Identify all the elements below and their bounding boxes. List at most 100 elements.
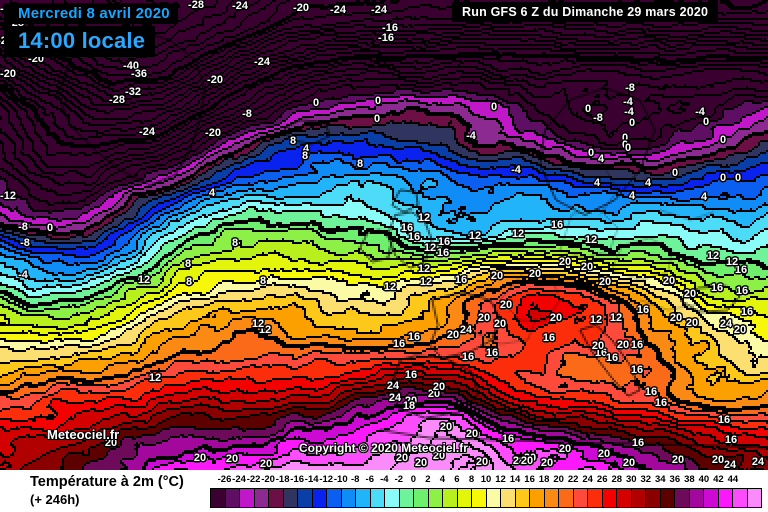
isotherm-label: 4 [628, 190, 636, 202]
legend-tick: 16 [524, 474, 535, 485]
legend-tick: 28 [611, 474, 623, 485]
isotherm-label: 16 [654, 397, 668, 409]
isotherm-label: 20 [669, 312, 683, 324]
isotherm-label: 12 [511, 228, 525, 240]
isotherm-label: -40 [123, 60, 139, 72]
isotherm-label: 0 [312, 97, 320, 109]
isotherm-label: 16 [436, 247, 450, 259]
isotherm-label: 24 [388, 392, 402, 404]
color-swatch [443, 489, 458, 507]
isotherm-label: 16 [735, 285, 749, 297]
isotherm-label: 24 [723, 459, 737, 470]
isotherm-label: 20 [414, 457, 428, 469]
isotherm-label: 0 [734, 172, 742, 184]
isotherm-label: 20 [683, 288, 697, 300]
color-swatch [356, 489, 371, 507]
isotherm-label: 12 [706, 250, 720, 262]
isotherm-label: 12 [468, 230, 482, 242]
color-swatch [588, 489, 603, 507]
legend-tick: -16 [290, 474, 305, 485]
isotherm-label: 0 [628, 117, 636, 129]
isotherm-label: 12 [609, 312, 623, 324]
legend-tick-labels: -26 -24 -22 -20 -18 -16 -14 -12 -10 -8 -6 -4 -2 0 2 4 6 8… [210, 474, 762, 487]
isotherm-label: 12 [417, 212, 431, 224]
isotherm-label: 16 [644, 386, 658, 398]
isotherm-label: 16 [404, 369, 418, 381]
isotherm-label: 20 [259, 458, 273, 470]
legend-tick: 12 [495, 474, 506, 485]
isotherm-label: 8 [185, 276, 193, 288]
isotherm-label: -24 [232, 0, 248, 12]
isotherm-label: 12 [383, 281, 397, 293]
color-swatch [689, 489, 704, 507]
legend-tick: 40 [698, 474, 710, 485]
isotherm-label: 12 [584, 234, 598, 246]
isotherm-label: 4 [208, 187, 216, 199]
isotherm-label: 16 [485, 347, 499, 359]
isotherm-label: 16 [542, 332, 556, 344]
isotherm-label: 8 [289, 135, 297, 147]
isotherm-label: 20 [104, 437, 118, 449]
color-swatch [559, 489, 574, 507]
isotherm-label: -24 [330, 4, 346, 16]
isotherm-label: 12 [725, 256, 739, 268]
isotherm-label: 20 [580, 261, 594, 273]
color-swatch [254, 489, 269, 507]
isotherm-label: 16 [605, 352, 619, 364]
isotherm-label: 0 [719, 134, 727, 146]
isotherm-label: 20 [475, 456, 489, 468]
isotherm-label: 8 [356, 158, 364, 170]
map-date-label: Mercredi 8 avril 2020 [4, 3, 178, 24]
isotherm-label: 20 [558, 256, 572, 268]
isotherm-label: 0 [621, 132, 629, 144]
isotherm-label: -24 [371, 4, 387, 16]
isotherm-label: 12 [148, 372, 162, 384]
copyright-watermark: Meteociel.fr [47, 427, 120, 442]
isotherm-label: -20 [207, 74, 223, 86]
isotherm-label: 20 [499, 299, 513, 311]
color-swatch [385, 489, 400, 507]
isotherm-label: 20 [427, 388, 441, 400]
legend-tick: -8 [351, 474, 360, 485]
color-swatch [675, 489, 690, 507]
color-swatch [617, 489, 632, 507]
isotherm-label: 0 [46, 222, 54, 234]
isotherm-label: -4 [18, 269, 28, 281]
isotherm-label: 4 [302, 143, 310, 155]
isotherm-label: 16 [437, 236, 451, 248]
color-swatch [283, 489, 298, 507]
color-swatch [211, 489, 226, 507]
legend-tick: -22 [246, 474, 261, 485]
isotherm-label: 12 [417, 263, 431, 275]
isotherm-label: 20 [733, 324, 747, 336]
isotherm-label: 16 [636, 304, 650, 316]
color-swatch [646, 489, 661, 507]
isotherm-label: 20 [193, 452, 207, 464]
color-swatch [718, 489, 733, 507]
isotherm-label: 12 [258, 324, 272, 336]
isotherm-label: 20 [622, 457, 636, 469]
legend-tick: -26 [217, 474, 232, 485]
isotherm-label: 0 [621, 139, 629, 151]
color-swatch [631, 489, 646, 507]
isotherm-label: 8 [259, 275, 267, 287]
isotherm-label: -8 [593, 112, 603, 124]
legend-tick: 0 [410, 474, 417, 485]
legend-tick: 20 [553, 474, 564, 485]
isotherm-label: 16 [630, 339, 644, 351]
temperature-map[interactable]: -28-32-24-24-28-24-20-24-24-16-16-20-24-… [0, 0, 768, 470]
legend-tick: 10 [480, 474, 492, 485]
isotherm-label: 4 [700, 191, 708, 203]
isotherm-label: 20 [711, 454, 725, 466]
isotherm-label: 8 [301, 150, 309, 162]
isotherm-label: 20 [523, 452, 537, 464]
isotherm-label: -36 [131, 68, 147, 80]
isotherm-label: 20 [662, 275, 676, 287]
legend-tick: -14 [304, 474, 319, 485]
isotherm-label: 4 [597, 153, 605, 165]
isotherm-label: 0 [490, 101, 498, 113]
isotherm-label: 20 [225, 453, 239, 465]
legend-tick: -4 [380, 474, 389, 485]
isotherm-label: 16 [740, 306, 754, 318]
isotherm-label: 16 [454, 274, 468, 286]
